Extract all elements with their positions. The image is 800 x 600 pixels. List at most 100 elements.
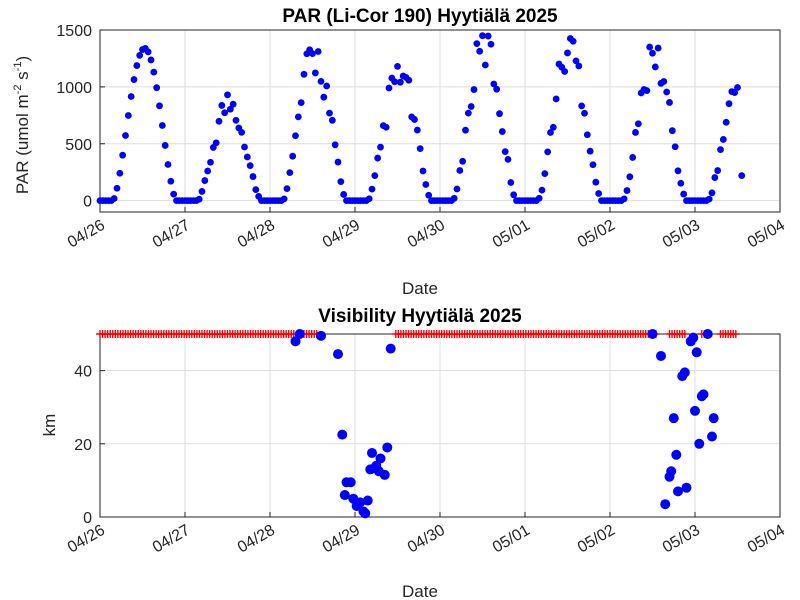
par-point (204, 167, 212, 175)
par-point (453, 185, 461, 193)
vis-point (355, 497, 366, 508)
vis-circle-markers (290, 329, 719, 519)
par-xtick-label: 04/30 (405, 217, 448, 252)
par-point (218, 102, 226, 109)
vis-point (362, 495, 373, 506)
par-point (572, 57, 580, 65)
par-point (340, 191, 348, 198)
par-point (396, 78, 404, 86)
par-point (224, 91, 231, 99)
vis-point (707, 431, 717, 442)
par-point (717, 146, 724, 154)
par-ytick-label: 0 (83, 194, 92, 211)
vis-xtick-label: 05/01 (490, 522, 533, 557)
par-xtick-label: 05/02 (575, 217, 618, 252)
vis-point (702, 329, 713, 339)
vis-point (679, 367, 690, 378)
par-point (561, 68, 569, 75)
par-point (127, 93, 135, 100)
par-point (484, 32, 492, 40)
vis-xtick-label: 04/28 (235, 522, 278, 557)
par-point (153, 84, 161, 92)
par-point (394, 63, 401, 70)
par-xtick-label: 05/03 (660, 217, 703, 252)
par-point (646, 43, 654, 51)
par-point (241, 143, 248, 151)
par-point (481, 61, 489, 69)
par-xtick-label: 04/28 (235, 217, 278, 252)
par-point (246, 162, 254, 170)
par-point (122, 132, 129, 139)
vis-point (698, 389, 709, 400)
par-point (538, 186, 546, 194)
par-point (668, 127, 676, 135)
vis-point (333, 349, 343, 360)
par-point (592, 178, 600, 186)
par-point (385, 84, 393, 92)
visibility-panel: Visibility Hyytiälä 2025 Date km 04/26 04… (40, 306, 788, 600)
par-point (651, 63, 659, 71)
par-point (368, 185, 376, 193)
vis-point (668, 413, 679, 424)
par-point (110, 195, 118, 202)
par-point (569, 37, 577, 45)
par-point (195, 195, 203, 203)
par-point (229, 100, 237, 108)
par-point (649, 49, 656, 57)
par-point (337, 178, 345, 185)
vis-point (660, 499, 671, 510)
par-point (201, 177, 209, 184)
par-point (297, 99, 305, 106)
par-point (738, 172, 746, 180)
par-point (323, 82, 331, 90)
par-point (425, 191, 433, 199)
par-point (119, 151, 127, 159)
par-point (309, 50, 316, 58)
par-point (450, 194, 458, 202)
par-ylabel-exp1: -2 (12, 85, 24, 95)
par-point (547, 129, 554, 136)
par-point (643, 87, 651, 95)
vis-point (671, 449, 682, 460)
par-point (680, 190, 688, 198)
par-point (654, 44, 662, 52)
par-xtick-label: 04/29 (320, 217, 363, 252)
par-point (620, 195, 628, 203)
visibility-xlabel: Date (402, 582, 438, 600)
par-point (663, 88, 671, 96)
par-chart-title: PAR (Li-Cor 190) Hyytiälä 2025 (282, 6, 558, 27)
vis-xtick-label: 04/29 (320, 522, 363, 557)
par-point (473, 40, 481, 47)
vis-point (316, 330, 326, 341)
par-point (467, 103, 475, 110)
par-point (725, 100, 733, 108)
par-point (280, 195, 288, 203)
par-point (419, 167, 427, 175)
par-point (479, 32, 486, 40)
par-point (666, 99, 673, 106)
par-point (487, 40, 495, 48)
par-xtick-label: 04/26 (65, 217, 108, 252)
par-point (147, 56, 155, 64)
par-point (731, 89, 739, 96)
par-point (326, 109, 333, 117)
par-point (320, 93, 328, 101)
par-point (459, 157, 467, 165)
par-point (589, 161, 597, 169)
vis-xtick-label: 05/03 (660, 522, 703, 557)
par-point (552, 95, 560, 103)
par-point (629, 154, 637, 161)
par-point (490, 80, 498, 88)
par-point (586, 147, 594, 155)
par-point (493, 85, 501, 93)
vis-point (290, 336, 301, 347)
vis-point (375, 453, 386, 464)
par-point (711, 174, 719, 181)
vis-plus-markers (96, 330, 740, 338)
par-point (498, 128, 506, 135)
par-point (660, 78, 668, 85)
par-point (221, 109, 229, 117)
par-point (311, 69, 319, 77)
vis-ytick-label: 20 (74, 437, 92, 454)
